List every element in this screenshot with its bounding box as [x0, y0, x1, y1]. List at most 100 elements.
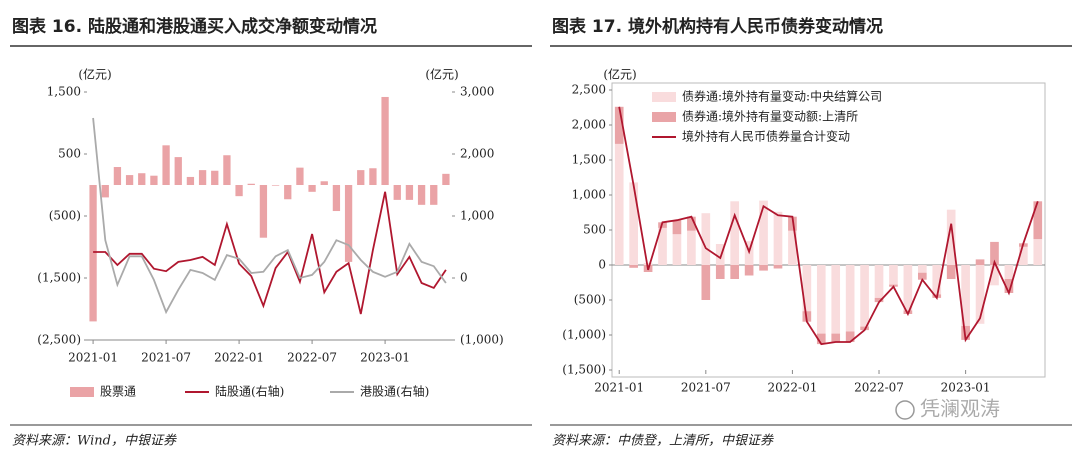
- bar: [788, 230, 797, 265]
- line: [618, 106, 1039, 346]
- bar: [730, 265, 740, 279]
- bar: [1033, 239, 1043, 265]
- legend-swatch: [652, 92, 676, 102]
- bar: [874, 297, 884, 303]
- bar: [162, 145, 170, 185]
- bar: [903, 265, 913, 311]
- bar: [308, 185, 316, 192]
- bar: [946, 209, 956, 265]
- bar: [369, 168, 377, 185]
- legend-label: 债券通:境外持有量变动:中央结算公司: [682, 89, 882, 104]
- bar: [1004, 265, 1014, 279]
- line: [93, 191, 447, 315]
- bar: [1033, 201, 1043, 240]
- legend-label: 境外持有人民币债券量合计变动: [682, 129, 850, 144]
- bar: [198, 170, 207, 185]
- bar: [223, 155, 231, 185]
- bar: [773, 265, 783, 269]
- y-tick-label: 2,000: [572, 118, 606, 132]
- bar: [125, 175, 134, 185]
- bar: [332, 185, 341, 212]
- bar: [113, 167, 122, 185]
- bar: [1004, 279, 1014, 293]
- y-tick-label: (1,000): [562, 328, 606, 342]
- bar: [442, 173, 450, 185]
- bar: [715, 265, 725, 279]
- y-tick-label: 1,500: [47, 85, 81, 99]
- y-tick-label: 1,500: [572, 153, 606, 167]
- bar: [629, 182, 638, 265]
- bar: [284, 185, 292, 200]
- bar: [211, 170, 219, 185]
- y-tick-label: 1,000: [460, 209, 494, 223]
- bar: [990, 265, 999, 286]
- bar: [845, 331, 855, 342]
- y-unit: (亿元): [603, 67, 636, 82]
- bar: [715, 244, 725, 265]
- bar: [961, 265, 970, 326]
- bar: [744, 265, 754, 276]
- bar: [990, 241, 999, 265]
- bar: [247, 183, 255, 185]
- x-tick-label: 2021-07: [681, 381, 731, 395]
- y-tick-label: 0: [598, 258, 606, 272]
- bar: [672, 220, 682, 235]
- watermark-icon: [895, 400, 915, 420]
- y-tick-label: 500: [583, 223, 606, 237]
- x-tick-label: 2021-01: [594, 381, 644, 395]
- bar: [614, 106, 624, 144]
- bar: [381, 96, 389, 185]
- legend-swatch: [652, 112, 676, 122]
- y-tick-label: 1,000: [572, 188, 606, 202]
- bar: [1019, 246, 1028, 265]
- y-tick-label: (2,500): [37, 333, 81, 347]
- bar: [357, 170, 365, 185]
- x-tick-label: 2023-01: [360, 351, 410, 365]
- bar: [271, 185, 280, 186]
- y-tick-label: 500: [58, 147, 81, 161]
- x-tick-label: 2022-01: [767, 381, 817, 395]
- bar: [430, 185, 438, 205]
- bar: [629, 265, 638, 268]
- legend-label: 港股通(右轴): [360, 384, 429, 399]
- chart-title: 图表 17. 境外机构持有人民币债券变动情况: [552, 16, 883, 37]
- x-tick-label: 2022-01: [214, 351, 264, 365]
- y-tick-label: (500): [574, 293, 606, 307]
- bar: [831, 265, 841, 334]
- bar: [672, 234, 682, 265]
- bar: [932, 265, 942, 295]
- bar: [174, 157, 182, 185]
- legend-label: 债券通:境外持有量变动额:上清所: [682, 109, 858, 124]
- source: 资料来源：Wind，中银证券: [12, 434, 177, 449]
- y-tick-label: 2,000: [460, 147, 494, 161]
- source: 资料来源：中债登，上清所，中银证券: [552, 434, 774, 449]
- bar: [759, 200, 768, 265]
- bar: [802, 265, 812, 312]
- bar: [917, 265, 927, 273]
- line: [92, 117, 447, 315]
- bar: [759, 265, 768, 271]
- y-tick-label: 3,000: [460, 85, 494, 99]
- bar: [658, 227, 667, 265]
- bar: [816, 333, 826, 345]
- y-tick-label: (500): [49, 209, 81, 223]
- x-tick-label: 2023-01: [941, 381, 991, 395]
- chart-title: 图表 16. 陆股通和港股通买入成交净额变动情况: [12, 16, 377, 37]
- bar: [259, 185, 268, 238]
- bar: [816, 265, 826, 334]
- x-tick-label: 2022-07: [854, 381, 904, 395]
- bar: [138, 173, 146, 185]
- bar: [89, 185, 97, 322]
- legend-label: 陆股通(右轴): [215, 384, 284, 399]
- bar: [874, 265, 884, 298]
- y-tick-label: (1,000): [460, 333, 504, 347]
- bar: [975, 259, 985, 265]
- bar: [417, 185, 426, 205]
- bar: [235, 185, 243, 197]
- bar: [186, 176, 195, 185]
- bar: [393, 185, 401, 200]
- x-tick-label: 2022-07: [287, 351, 337, 365]
- y2-unit: (亿元): [425, 67, 458, 82]
- y-unit: (亿元): [78, 67, 111, 82]
